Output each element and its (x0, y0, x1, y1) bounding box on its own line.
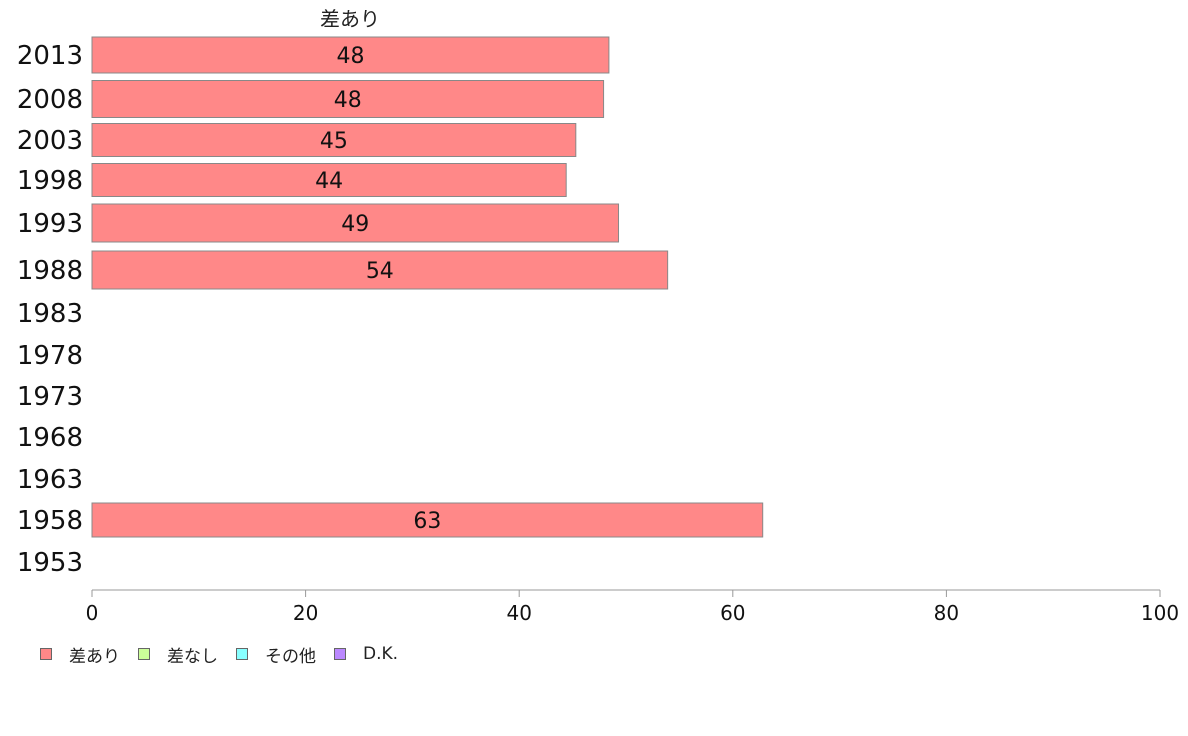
bar (91, 203, 620, 243)
category-label: 1963 (17, 465, 83, 495)
x-tick-label: 0 (86, 601, 99, 625)
legend-label: 差なし (167, 646, 218, 667)
bar (91, 250, 669, 290)
data-label: 48 (336, 44, 364, 69)
legend-swatch (40, 648, 52, 660)
x-tick-label: 40 (506, 601, 531, 625)
legend-item-sa-nashi: 差なし (138, 642, 218, 667)
legend-label: 差あり (69, 646, 120, 667)
legend: 差あり 差なし その他 D.K. (40, 642, 416, 667)
bar (91, 123, 577, 157)
x-tick-label: 80 (934, 601, 959, 625)
bar (91, 36, 610, 74)
category-label: 1973 (17, 382, 83, 412)
legend-swatch (334, 648, 346, 660)
data-label: 45 (320, 129, 348, 154)
x-tick-label: 100 (1141, 601, 1179, 625)
category-label: 2003 (17, 126, 83, 156)
data-label: 48 (334, 88, 362, 113)
legend-item-sonota: その他 (236, 642, 316, 667)
data-label: 63 (413, 509, 441, 534)
category-labels: 2013 2008 2003 1998 1993 1988 1983 1978 1973 1968… (17, 41, 83, 578)
legend-item-sa-ari: 差あり (40, 642, 120, 667)
category-label: 1953 (17, 548, 83, 578)
x-axis: 0 20 40 60 80 100 (86, 589, 1179, 625)
category-label: 1968 (17, 423, 83, 453)
legend-label: D.K. (363, 644, 399, 664)
category-label: 1998 (17, 166, 83, 196)
legend-swatch (236, 648, 248, 660)
legend-swatch (138, 648, 150, 660)
bars: 48 48 45 44 49 54 63 (91, 36, 764, 538)
x-tick-label: 60 (720, 601, 745, 625)
category-label: 2013 (17, 41, 83, 71)
category-label: 1993 (17, 209, 83, 239)
data-label: 54 (366, 259, 394, 284)
bar (91, 502, 764, 538)
category-label: 2008 (17, 85, 83, 115)
category-label: 1988 (17, 256, 83, 286)
legend-item-dk: D.K. (334, 644, 398, 664)
legend-label: その他 (265, 646, 316, 667)
category-label: 1983 (17, 299, 83, 329)
x-tick-label: 20 (293, 601, 318, 625)
category-label: 1958 (17, 506, 83, 536)
bar (91, 80, 605, 118)
bar (91, 163, 567, 197)
category-label: 1978 (17, 341, 83, 371)
data-label: 49 (341, 212, 369, 237)
series-header-label: 差あり (320, 7, 380, 31)
data-label: 44 (315, 169, 343, 194)
